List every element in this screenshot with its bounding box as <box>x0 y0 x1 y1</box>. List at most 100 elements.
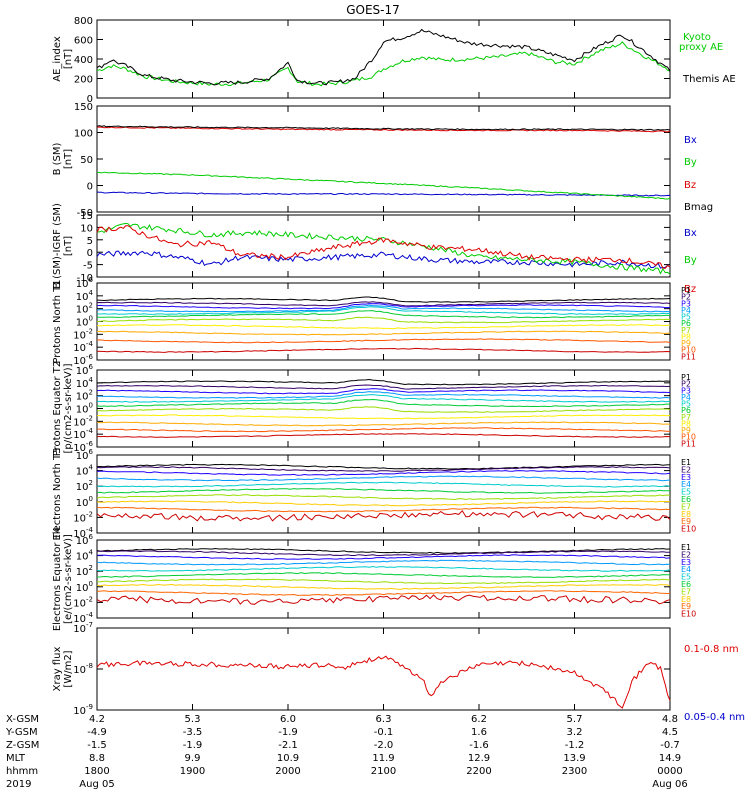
band-line <box>96 475 671 482</box>
orbit-cell: 2300 <box>562 766 587 777</box>
legend-entry: 0.1-0.8 nm <box>684 644 739 655</box>
y-tick-label: 0 <box>87 94 93 105</box>
band-line <box>96 463 671 470</box>
legend-entry: E8 <box>681 510 691 519</box>
legend-entry: Bx <box>684 135 697 146</box>
series-line <box>96 222 671 275</box>
band-line <box>96 303 671 310</box>
orbit-row-label: X-GSM <box>6 714 39 725</box>
legend-entry: P11 <box>681 439 696 448</box>
orbit-row-label: Y-GSM <box>5 727 38 738</box>
y-tick-label: 104 <box>76 549 94 563</box>
band-line <box>96 398 670 408</box>
legend-entry: P1 <box>681 373 691 382</box>
legend-entry: 0.05-0.4 nm <box>684 712 745 723</box>
band-line <box>96 583 671 590</box>
series-line <box>96 191 671 197</box>
legend-entry: Bz <box>684 180 696 191</box>
orbit-cell: 6.3 <box>376 714 392 725</box>
band-line <box>96 324 671 330</box>
legend-entry: E10 <box>681 525 696 534</box>
y-tick-label: 10-2 <box>73 595 93 609</box>
legend-entry: P10 <box>681 346 696 355</box>
legend-entry: P10 <box>681 433 696 442</box>
y-axis-label: [e/(cm2-s-sr-keV)] <box>63 534 74 624</box>
orbit-cell: 5.7 <box>567 714 583 725</box>
legend-entry: E6 <box>681 580 691 589</box>
orbit-cell: -1.9 <box>278 727 298 738</box>
legend-entry: P11 <box>681 352 696 361</box>
orbit-cell: 9.9 <box>185 753 201 764</box>
y-tick-label: 50 <box>80 155 93 166</box>
orbit-cell: -1.6 <box>469 740 489 751</box>
orbit-cell: 14.9 <box>659 753 681 764</box>
series-line <box>96 225 671 269</box>
band-line <box>97 554 671 560</box>
legend-entry: E4 <box>681 480 691 489</box>
orbit-cell: 1.6 <box>471 727 487 738</box>
legend-entry: E6 <box>681 495 691 504</box>
band-line <box>96 301 671 307</box>
band-line <box>96 572 671 578</box>
y-tick-label: 200 <box>74 75 93 86</box>
orbit-cell: 4.2 <box>89 714 105 725</box>
legend-entry: P6 <box>681 406 691 415</box>
orbit-cell: Aug 06 <box>652 779 687 790</box>
orbit-cell: 2100 <box>371 766 396 777</box>
y-tick-label: 600 <box>74 36 93 47</box>
band-line <box>96 421 671 427</box>
band-line <box>96 394 671 403</box>
orbit-cell: 2200 <box>466 766 491 777</box>
series-line <box>96 125 671 131</box>
legend-entry: By <box>684 255 697 266</box>
legend-entry: P8 <box>681 332 691 341</box>
y-axis-label: Protons Equator T2 <box>52 361 63 457</box>
band-line <box>96 559 671 566</box>
band-line <box>96 316 671 324</box>
legend-entry: Bmag <box>684 202 713 213</box>
panel-pn: Protons North T1 10-610-410-2100102104106… <box>52 276 696 367</box>
band-line <box>96 590 670 596</box>
band-line <box>96 388 671 395</box>
orbit-cell: 1800 <box>84 766 109 777</box>
y-tick-label: 106 <box>76 448 94 462</box>
y-tick-label: 0 <box>87 182 93 193</box>
orbit-cell: 3.2 <box>567 727 583 738</box>
legend-entry: P2 <box>681 293 691 302</box>
band-line <box>96 547 671 554</box>
y-tick-label: 10-7 <box>73 621 93 635</box>
series-line <box>96 126 671 133</box>
panel-frame <box>96 105 671 213</box>
legend-entry: Themis AE <box>682 74 736 85</box>
y-tick-label: 104 <box>76 464 94 478</box>
panel-en: Electrons North T3 10-410-2100102104106E1… <box>52 447 696 540</box>
panel-ee: Electrons Equator T4 [e/(cm2-s-sr-keV)] 10… <box>52 527 696 631</box>
orbit-cell: -1.9 <box>183 740 203 751</box>
y-tick-label: 10 <box>80 223 93 234</box>
band-line <box>96 506 671 513</box>
y-tick-label: 0 <box>87 248 93 259</box>
legend-entry: E5 <box>681 573 691 582</box>
band-line <box>96 414 671 420</box>
orbit-cell: 10.9 <box>277 753 299 764</box>
orbit-row-label: MLT <box>6 753 26 764</box>
band-line <box>96 384 671 390</box>
y-tick-label: 800 <box>74 16 93 27</box>
legend-entry: P7 <box>681 413 691 422</box>
panel-pe: Protons Equator T2 [p/(cm2-s-sr-keV)] 10-6… <box>52 361 696 457</box>
band-line <box>96 306 671 315</box>
legend-entry: P4 <box>681 393 691 402</box>
y-axis-label: Electrons North T3 <box>52 447 63 540</box>
y-tick-label: 106 <box>76 533 94 547</box>
orbit-row-label: 2019 <box>6 779 31 790</box>
legend-entry: proxy AE <box>679 42 723 53</box>
legend-entry: E10 <box>681 610 696 619</box>
band-line <box>96 488 671 494</box>
y-axis-label: [W/m2] <box>63 650 74 687</box>
band-line <box>96 310 670 319</box>
legend-entry: E3 <box>681 558 691 567</box>
legend-entry: Bz <box>684 284 696 295</box>
orbit-cell: 13.9 <box>563 753 585 764</box>
orbit-cell: -0.1 <box>374 727 394 738</box>
